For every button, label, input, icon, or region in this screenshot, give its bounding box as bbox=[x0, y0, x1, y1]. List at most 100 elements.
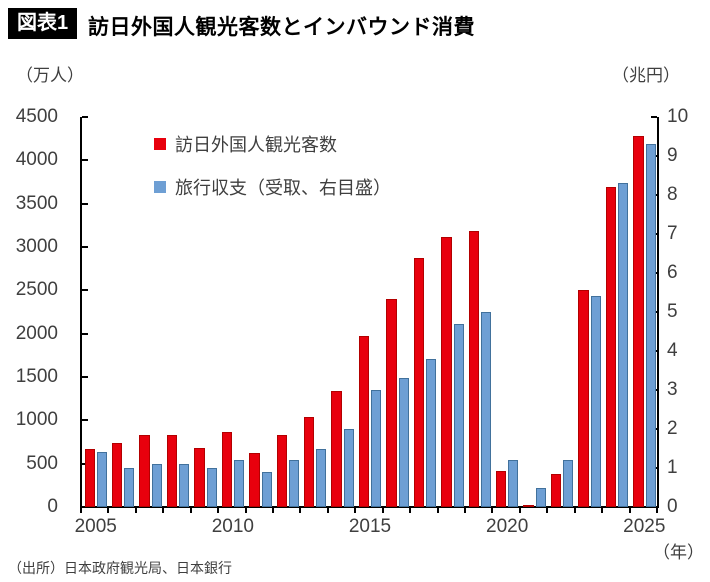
bar-visitors-2018 bbox=[441, 236, 452, 507]
bar-travel-receipts-2020 bbox=[508, 460, 519, 507]
left-axis-tick-label: 0 bbox=[47, 496, 58, 517]
legend-label-travel-receipts: 旅行収支（受取、右目盛） bbox=[175, 177, 391, 198]
x-axis-tick-mark bbox=[107, 508, 109, 513]
x-axis-tick-mark bbox=[656, 508, 658, 513]
left-axis-tick-mark bbox=[82, 159, 88, 161]
left-axis-tick-mark bbox=[82, 376, 88, 378]
x-axis-tick-mark bbox=[601, 508, 603, 513]
bar-travel-receipts-2022 bbox=[563, 460, 574, 507]
bar-visitors-2014 bbox=[331, 390, 342, 507]
bar-visitors-2007 bbox=[139, 434, 150, 507]
x-axis-tick-mark bbox=[327, 508, 329, 513]
right-axis-tick-mark bbox=[651, 116, 657, 118]
x-axis-tick-mark bbox=[190, 508, 192, 513]
left-axis-tick-label: 500 bbox=[26, 452, 58, 474]
bar-travel-receipts-2015 bbox=[371, 390, 382, 507]
x-axis-tick-label: 2005 bbox=[74, 516, 117, 537]
legend-label-visitors: 訪日外国人観光客数 bbox=[175, 134, 337, 155]
bar-visitors-2021 bbox=[523, 504, 534, 507]
bar-travel-receipts-2011 bbox=[261, 471, 272, 507]
bar-travel-receipts-2025 bbox=[645, 144, 656, 507]
bar-travel-receipts-2018 bbox=[453, 323, 464, 507]
right-axis-tick-label: 0 bbox=[667, 496, 678, 517]
bar-travel-receipts-2007 bbox=[151, 464, 162, 507]
legend-swatch-red bbox=[154, 137, 166, 150]
left-axis-tick-label: 1500 bbox=[15, 366, 58, 387]
chart-title: 訪日外国人観光客数とインバウンド消費 bbox=[88, 16, 475, 39]
x-axis-tick-mark bbox=[409, 508, 411, 513]
left-axis-line bbox=[80, 117, 82, 508]
left-axis-tick-mark bbox=[82, 203, 88, 205]
bar-travel-receipts-2014 bbox=[343, 429, 354, 507]
x-axis-tick-mark bbox=[80, 508, 82, 513]
bar-travel-receipts-2012 bbox=[289, 460, 299, 507]
bar-visitors-2024 bbox=[605, 187, 617, 507]
left-axis-unit-label: （万人） bbox=[16, 66, 84, 85]
left-axis-tick-label: 1000 bbox=[15, 409, 58, 431]
x-axis-tick-mark bbox=[464, 508, 466, 513]
bar-travel-receipts-2017 bbox=[426, 358, 437, 507]
bar-visitors-2013 bbox=[303, 417, 315, 507]
bar-visitors-2005 bbox=[84, 448, 95, 507]
bar-visitors-2011 bbox=[249, 453, 260, 507]
right-axis-tick-label: 10 bbox=[667, 106, 689, 127]
left-axis-tick-mark bbox=[82, 419, 88, 421]
right-axis-tick-label: 5 bbox=[667, 301, 678, 322]
bar-travel-receipts-2019 bbox=[481, 312, 491, 507]
plot-area bbox=[82, 117, 658, 507]
bar-visitors-2017 bbox=[413, 258, 425, 507]
x-axis-tick-mark bbox=[354, 508, 356, 513]
bar-visitors-2022 bbox=[550, 473, 562, 507]
right-axis-unit-label: （兆円） bbox=[612, 66, 680, 85]
bar-travel-receipts-2013 bbox=[316, 448, 327, 507]
bar-visitors-2009 bbox=[194, 448, 205, 507]
right-axis-line bbox=[657, 117, 659, 508]
figure-number-badge: 図表1 bbox=[8, 8, 78, 39]
left-axis-tick-label: 3500 bbox=[15, 192, 58, 214]
bar-travel-receipts-2008 bbox=[179, 464, 190, 507]
bar-travel-receipts-2016 bbox=[398, 378, 409, 507]
left-axis-tick-label: 2500 bbox=[15, 279, 58, 301]
x-axis-tick-mark bbox=[491, 508, 493, 513]
right-axis-tick-label: 3 bbox=[667, 379, 678, 400]
bar-travel-receipts-2021 bbox=[535, 487, 546, 507]
x-axis-tick-mark bbox=[272, 508, 274, 513]
x-axis-tick-mark bbox=[574, 508, 576, 513]
left-axis-tick-label: 4000 bbox=[15, 149, 58, 171]
right-axis-tick-label: 8 bbox=[667, 184, 678, 205]
bar-visitors-2008 bbox=[166, 434, 178, 507]
bar-travel-receipts-2024 bbox=[618, 183, 629, 507]
source-note: （出所）日本政府観光局、日本銀行 bbox=[8, 560, 232, 576]
x-axis-tick-mark bbox=[245, 508, 247, 513]
x-axis-unit-label: （年） bbox=[653, 543, 704, 562]
left-axis-tick-label: 4500 bbox=[15, 106, 58, 127]
bar-visitors-2006 bbox=[111, 443, 123, 507]
bar-visitors-2010 bbox=[221, 432, 233, 507]
legend: 訪日外国人観光客数 旅行収支（受取、右目盛） bbox=[154, 131, 391, 217]
x-axis-tick-mark bbox=[382, 508, 384, 513]
bar-visitors-2020 bbox=[495, 471, 507, 507]
right-axis-tick-label: 4 bbox=[667, 340, 678, 361]
x-axis-tick-label: 2020 bbox=[486, 516, 529, 537]
left-axis-tick-mark bbox=[82, 289, 88, 291]
right-axis-tick-label: 2 bbox=[667, 418, 678, 439]
x-axis-tick-label: 2010 bbox=[211, 516, 254, 537]
legend-item-visitors: 訪日外国人観光客数 bbox=[154, 131, 391, 156]
x-axis-tick-mark bbox=[519, 508, 521, 513]
bar-visitors-2015 bbox=[358, 335, 370, 507]
x-axis-tick-mark bbox=[162, 508, 164, 513]
x-axis-tick-mark bbox=[135, 508, 137, 513]
bar-travel-receipts-2023 bbox=[590, 296, 601, 507]
bar-visitors-2025 bbox=[633, 136, 644, 507]
bottom-axis-line bbox=[80, 506, 659, 508]
right-axis-tick-label: 9 bbox=[667, 145, 678, 166]
x-axis-tick-mark bbox=[546, 508, 548, 513]
bar-travel-receipts-2009 bbox=[206, 468, 217, 507]
bar-visitors-2023 bbox=[578, 289, 589, 507]
right-axis-tick-label: 1 bbox=[667, 457, 678, 478]
left-axis-tick-label: 2000 bbox=[15, 322, 58, 344]
legend-item-travel-receipts: 旅行収支（受取、右目盛） bbox=[154, 174, 391, 199]
bar-visitors-2016 bbox=[386, 298, 397, 507]
right-axis-tick-label: 6 bbox=[667, 262, 678, 283]
right-axis-tick-label: 7 bbox=[667, 223, 678, 244]
